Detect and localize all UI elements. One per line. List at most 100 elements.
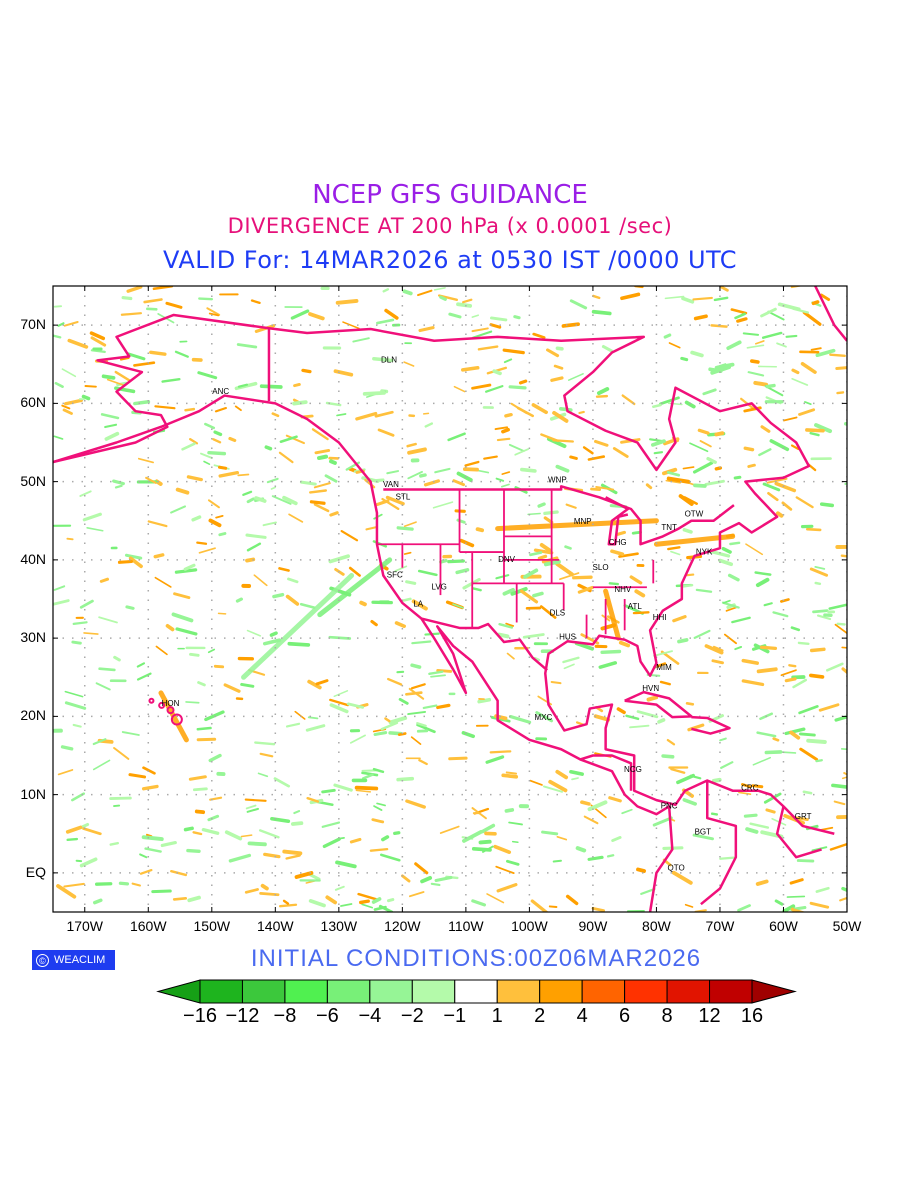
convergence-patch: [379, 853, 401, 862]
convergence-patch: [769, 439, 790, 452]
convergence-patch: [279, 435, 298, 444]
coastline: [775, 806, 822, 859]
convergence-patch: [727, 573, 740, 582]
divergence-patch: [486, 893, 505, 904]
divergence-patch: [194, 809, 206, 815]
divergence-patch: [410, 736, 422, 745]
convergence-patch: [290, 309, 310, 320]
convergence-patch: [362, 390, 386, 396]
convergence-patch: [734, 645, 743, 651]
convergence-patch: [307, 716, 319, 720]
convergence-patch: [262, 521, 277, 527]
convergence-patch: [755, 577, 770, 588]
divergence-patch: [259, 752, 274, 758]
divergence-patch: [755, 340, 765, 345]
convergence-patch: [791, 377, 809, 386]
convergence-patch: [693, 629, 711, 640]
divergence-patch: [329, 698, 350, 707]
divergence-patch: [370, 619, 378, 627]
divergence-patch: [62, 408, 73, 415]
divergence-patch: [741, 679, 765, 687]
field-band: [241, 573, 355, 680]
divergence-patch: [198, 547, 216, 554]
divergence-patch: [452, 479, 465, 487]
convergence-patch: [471, 899, 487, 907]
convergence-patch: [587, 800, 608, 812]
city-label: DLS: [550, 608, 566, 617]
convergence-patch: [695, 588, 713, 593]
convergence-patch: [563, 663, 575, 670]
divergence-patch: [835, 366, 847, 370]
convergence-patch: [542, 785, 564, 793]
divergence-patch: [471, 383, 492, 390]
convergence-patch: [299, 480, 317, 486]
convergence-patch: [749, 822, 770, 829]
convergence-patch: [64, 701, 87, 710]
convergence-patch: [186, 848, 201, 853]
convergence-patch: [461, 731, 475, 739]
convergence-patch: [93, 898, 103, 905]
divergence-patch: [175, 487, 190, 495]
divergence-patch: [365, 526, 377, 531]
convergence-patch: [680, 583, 694, 588]
convergence-patch: [498, 622, 514, 629]
convergence-patch: [170, 505, 186, 514]
divergence-patch: [712, 645, 724, 652]
divergence-patch: [147, 520, 168, 528]
divergence-patch: [671, 870, 693, 885]
convergence-patch: [485, 755, 505, 764]
convergence-patch: [718, 558, 734, 567]
divergence-patch: [448, 756, 468, 761]
convergence-patch: [254, 496, 267, 503]
convergence-patch: [562, 656, 580, 664]
coastline: [579, 754, 633, 791]
divergence-patch: [791, 368, 800, 375]
convergence-patch: [98, 616, 118, 624]
divergence-patch: [215, 515, 224, 519]
divergence-patch: [154, 479, 163, 486]
divergence-patch: [154, 405, 176, 410]
divergence-patch: [790, 907, 799, 912]
convergence-patch: [611, 836, 622, 842]
convergence-patch: [798, 705, 819, 715]
divergence-patch: [453, 385, 466, 393]
logo-text: WEACLIM: [54, 954, 106, 966]
divergence-patch: [556, 836, 568, 841]
divergence-patch: [775, 511, 784, 518]
convergence-patch: [762, 482, 781, 492]
convergence-patch: [64, 690, 84, 698]
convergence-patch: [713, 296, 729, 302]
city-label: SFC: [387, 571, 403, 580]
divergence-patch: [113, 747, 130, 760]
divergence-patch: [106, 378, 125, 386]
convergence-patch: [270, 817, 291, 824]
divergence-patch: [165, 623, 175, 632]
convergence-patch: [272, 592, 285, 599]
convergence-patch: [715, 363, 727, 368]
divergence-patch: [271, 412, 280, 418]
convergence-patch: [60, 745, 74, 751]
convergence-patch: [420, 876, 433, 884]
divergence-patch: [697, 428, 710, 435]
divergence-patch: [519, 589, 539, 604]
divergence-patch: [552, 439, 574, 443]
convergence-patch: [321, 788, 336, 794]
coastline: [421, 617, 548, 672]
divergence-patch: [537, 554, 548, 560]
convergence-patch: [411, 640, 432, 645]
divergence-patch: [461, 366, 480, 372]
convergence-patch: [814, 565, 826, 570]
convergence-patch: [651, 439, 666, 447]
city-label: CHG: [609, 538, 627, 547]
convergence-patch: [321, 821, 341, 828]
convergence-patch: [571, 777, 579, 781]
divergence-patch: [309, 489, 328, 494]
convergence-patch: [183, 826, 194, 832]
divergence-patch: [407, 447, 427, 455]
divergence-patch: [218, 471, 240, 478]
convergence-patch: [826, 662, 844, 672]
divergence-patch: [531, 403, 548, 415]
divergence-patch: [843, 772, 847, 776]
divergence-patch: [505, 622, 515, 627]
divergence-patch: [533, 548, 554, 555]
